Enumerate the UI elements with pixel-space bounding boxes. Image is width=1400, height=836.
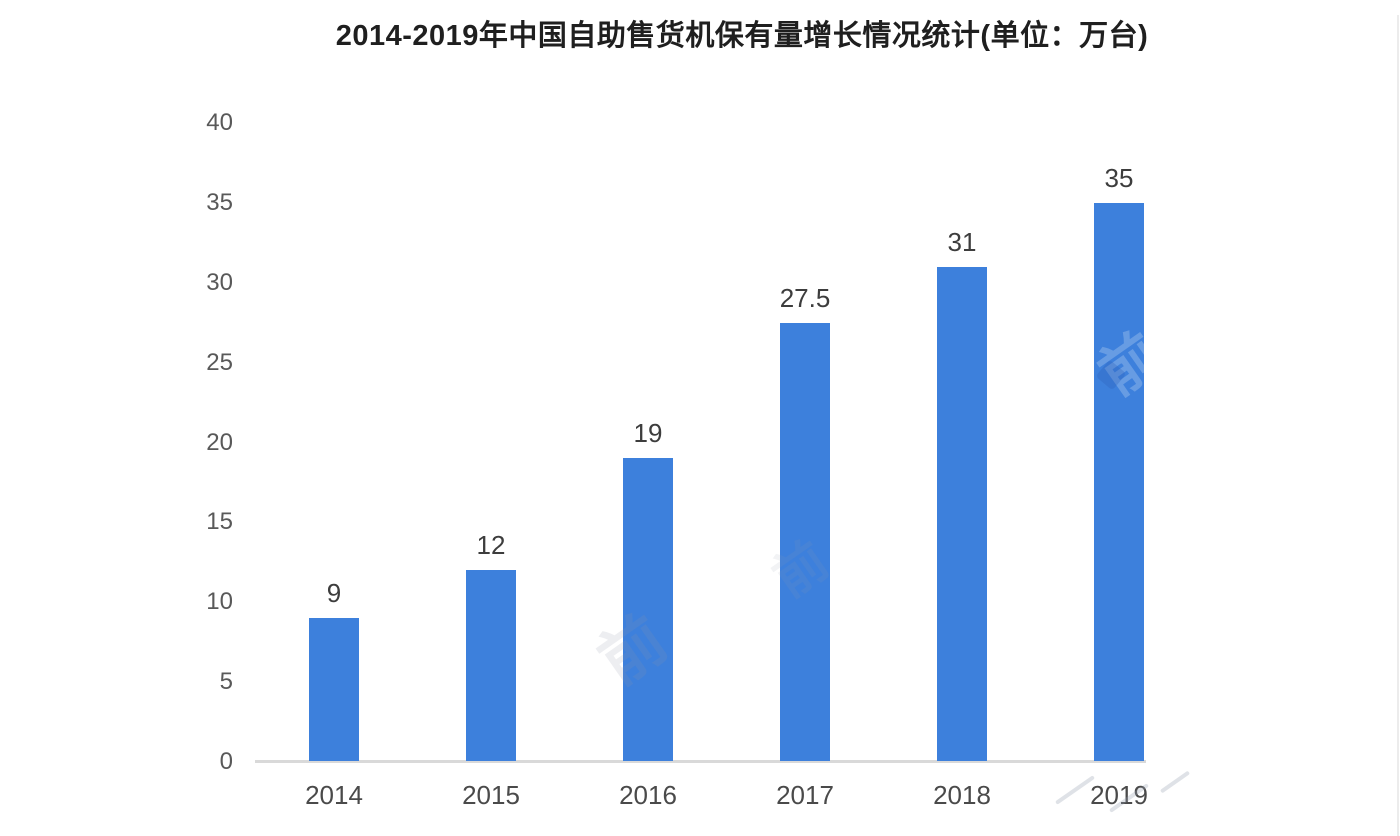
bar-2018 [937,266,987,761]
bar-value-label: 27.5 [779,282,831,313]
y-tick-label: 35 [206,188,233,216]
bar-value-label: 35 [1104,162,1134,193]
x-axis-baseline [255,760,1146,763]
y-tick-label: 10 [206,588,233,616]
bar-2017 [780,322,830,761]
bar-2014 [309,618,359,761]
bar-2019 [1094,202,1144,761]
bar-value-label: 19 [633,418,663,449]
x-tick-label: 2014 [305,780,363,810]
x-tick-label: 2017 [776,780,834,810]
x-tick-label: 2015 [462,780,520,810]
bar-2016 [623,458,673,761]
y-tick-label: 15 [206,508,233,536]
y-tick-label: 0 [219,748,233,775]
y-tick-label: 20 [206,428,233,456]
y-tick-label: 25 [206,348,233,376]
bar-value-label: 9 [326,578,342,609]
bar-value-label: 31 [947,226,977,257]
chart-title: 2014-2019年中国自助售货机保有量增长情况统计(单位：万台) [335,20,1149,52]
y-tick-label: 5 [219,668,233,696]
bar-2015 [466,570,516,761]
x-tick-label: 2016 [619,780,677,810]
bar-value-label: 12 [476,530,506,561]
x-tick-label: 2018 [933,780,991,810]
page-edge-line [1397,15,1399,836]
x-tick-label: 2019 [1090,780,1148,810]
y-tick-label: 30 [206,268,233,296]
y-tick-label: 40 [206,109,233,136]
